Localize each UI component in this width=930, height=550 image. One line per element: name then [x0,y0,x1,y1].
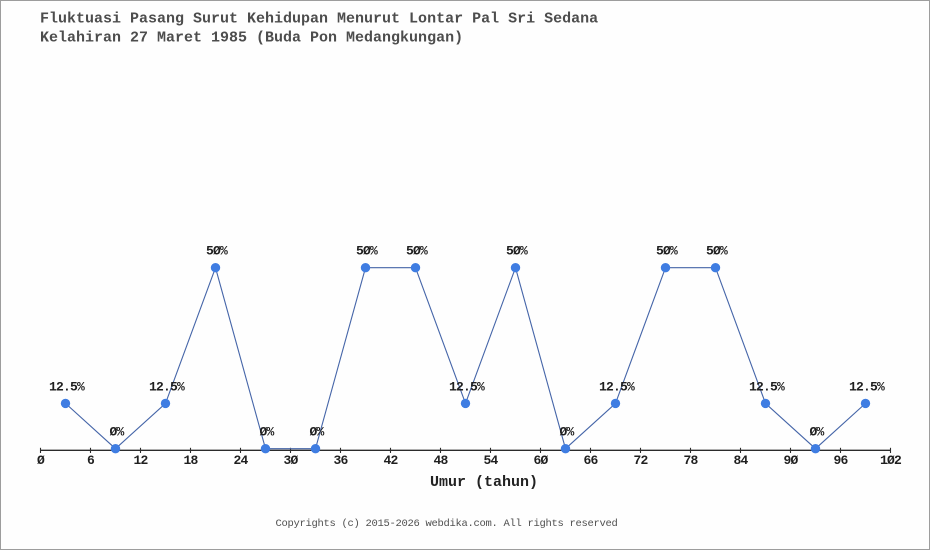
svg-text:66: 66 [583,453,598,468]
svg-text:9Ø: 9Ø [783,453,798,468]
svg-text:12.5%: 12.5% [849,379,885,394]
svg-text:Ø%: Ø% [259,425,274,440]
svg-text:5Ø%: 5Ø% [656,244,678,259]
svg-text:12.5%: 12.5% [49,379,85,394]
svg-text:6: 6 [87,453,95,468]
svg-text:12.5%: 12.5% [749,379,785,394]
svg-text:5Ø%: 5Ø% [506,244,528,259]
svg-text:12.5%: 12.5% [599,379,635,394]
svg-text:1Ø2: 1Ø2 [880,453,902,468]
svg-text:96: 96 [833,453,848,468]
svg-text:6Ø: 6Ø [533,453,548,468]
svg-text:78: 78 [683,453,698,468]
svg-text:5Ø%: 5Ø% [206,244,228,259]
svg-text:84: 84 [733,453,748,468]
svg-text:Ø%: Ø% [559,425,574,440]
svg-text:72: 72 [633,453,648,468]
svg-text:42: 42 [383,453,398,468]
svg-text:3Ø: 3Ø [283,453,298,468]
svg-text:Ø: Ø [37,453,45,468]
svg-text:24: 24 [233,453,248,468]
svg-text:5Ø%: 5Ø% [356,244,378,259]
svg-text:18: 18 [183,453,198,468]
svg-text:12.5%: 12.5% [449,379,485,394]
svg-text:54: 54 [483,453,498,468]
svg-text:5Ø%: 5Ø% [706,244,728,259]
svg-text:48: 48 [433,453,448,468]
svg-text:Umur (tahun): Umur (tahun) [430,474,538,491]
svg-text:Kelahiran 27 Maret 1985 (Buda: Kelahiran 27 Maret 1985 (Buda Pon Medang… [40,30,463,47]
svg-text:5Ø%: 5Ø% [406,244,428,259]
svg-text:Copyrights (c) 2015-2026 webdi: Copyrights (c) 2015-2026 webdika.com. Al… [275,518,617,530]
svg-text:Ø%: Ø% [809,425,824,440]
svg-text:Fluktuasi Pasang Surut Kehidup: Fluktuasi Pasang Surut Kehidupan Menurut… [40,11,598,28]
svg-text:12.5%: 12.5% [149,379,185,394]
svg-text:Ø%: Ø% [309,425,324,440]
svg-text:36: 36 [333,453,348,468]
svg-text:Ø%: Ø% [109,425,124,440]
svg-text:12: 12 [133,453,148,468]
